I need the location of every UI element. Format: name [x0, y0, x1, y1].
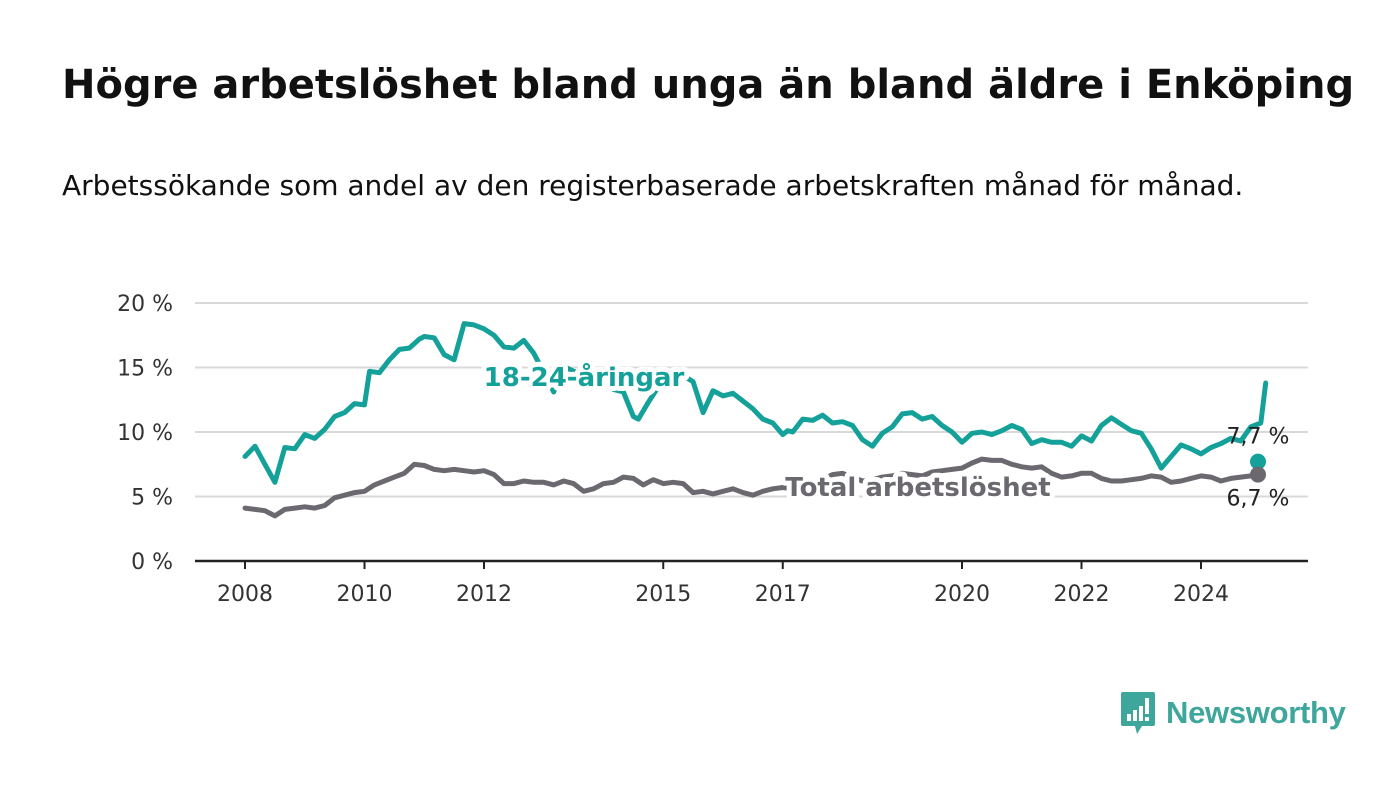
series-label-halo: Total arbetslöshet — [785, 473, 1050, 503]
chart-title: Högre arbetslöshet bland unga än bland ä… — [62, 62, 1355, 108]
x-tick-label: 2020 — [934, 582, 990, 607]
brand-name: Newsworthy — [1166, 695, 1346, 730]
end-label-total: 6,7 % — [1227, 487, 1290, 512]
series-label-total: Total arbetslöshet — [785, 473, 1050, 503]
x-tick-label: 2010 — [337, 582, 393, 607]
x-tick-label: 2022 — [1054, 582, 1110, 607]
end-point-total — [1250, 466, 1266, 483]
series-lines — [242, 321, 1269, 519]
y-tick-label: 15 % — [117, 357, 173, 382]
y-tick-label: 20 % — [117, 292, 173, 317]
y-axis-tick-labels: 0 % 5 % 10 % 15 % 20 % — [117, 292, 173, 575]
x-tick-label: 2017 — [755, 582, 811, 607]
x-axis-ticks: 2008 2010 2012 2015 2017 2020 2022 2024 — [217, 561, 1229, 607]
series-label-youth: 18-24-åringar — [484, 361, 685, 393]
newsworthy-icon — [1121, 692, 1155, 734]
x-tick-label: 2008 — [217, 582, 273, 607]
x-tick-label: 2024 — [1173, 582, 1229, 607]
x-tick-label: 2012 — [456, 582, 512, 607]
y-tick-label: 10 % — [117, 421, 173, 446]
y-tick-label: 5 % — [131, 486, 173, 511]
series-label-halo: 18-24-åringar — [484, 361, 685, 393]
series-line-total — [242, 456, 1264, 519]
newsworthy-logo[interactable]: Newsworthy — [1120, 690, 1346, 736]
end-label-youth: 7,7 % — [1227, 425, 1290, 450]
gridlines — [195, 302, 1308, 498]
x-tick-label: 2015 — [635, 582, 691, 607]
y-tick-label: 0 % — [131, 550, 173, 575]
series-line-youth — [242, 321, 1269, 485]
chart-subtitle: Arbetssökande som andel av den registerb… — [62, 169, 1244, 202]
end-point-youth — [1250, 453, 1266, 470]
